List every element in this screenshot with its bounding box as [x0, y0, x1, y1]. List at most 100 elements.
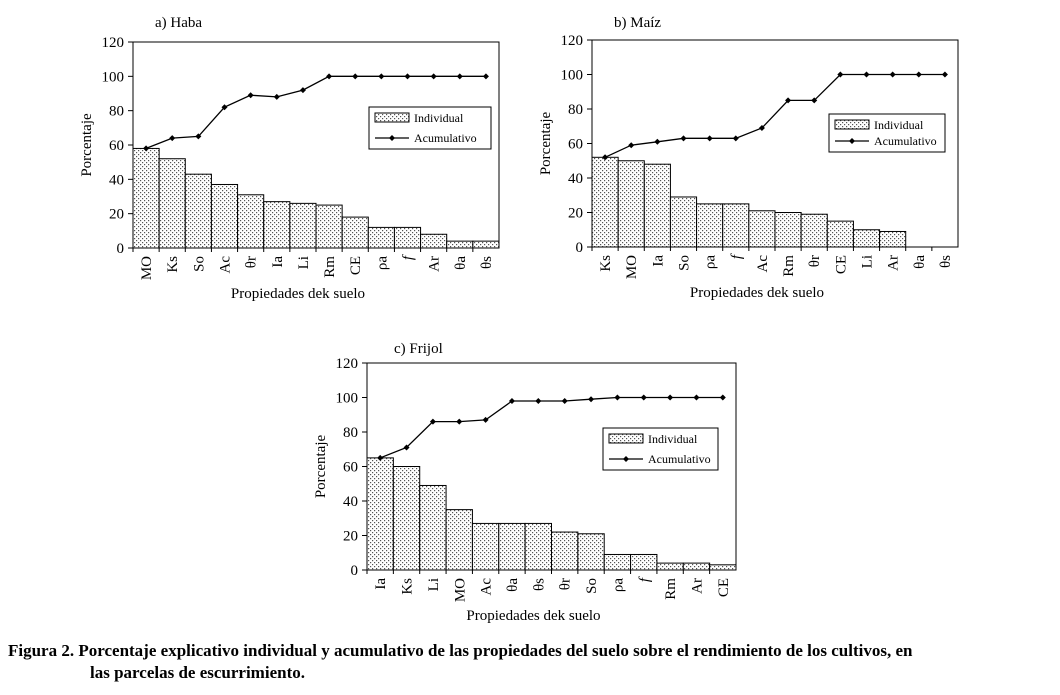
chart-2-cumulative-point-9 [811, 97, 818, 104]
chart-1-bar-11 [393, 226, 422, 249]
chart-3-x-label-5-ac: Ac [479, 578, 495, 596]
chart-3-y-axis-label: Porcentaje [313, 435, 329, 499]
chart-1-x-label-10-a: ρa [374, 256, 390, 270]
chart-3-x-label-4-mo: MO [452, 578, 468, 602]
chart-1-y-tick-label-100: 100 [102, 69, 125, 85]
chart-1-cumulative-line [145, 75, 486, 150]
chart-1-bar-14 [472, 240, 500, 249]
chart-1-cumulative-point-14 [482, 73, 489, 80]
chart-3-x-label-12-rm: Rm [663, 578, 679, 600]
chart-3-cumulative-point-2 [403, 444, 410, 451]
chart-3-x-axis-label: Propiedades dek suelo [466, 608, 600, 624]
chart-3-bar-13 [682, 562, 711, 571]
chart-1-legend-swatch-individual [374, 112, 410, 123]
chart-2-y-tick-label-100: 100 [561, 68, 584, 84]
chart-2-cumulative-point-7 [758, 124, 765, 131]
chart-3-cumulative-point-8 [561, 397, 568, 404]
caption-line-2: las parcelas de escurrimiento. [90, 663, 305, 682]
chart-1-x-label-6-ia: Ia [270, 256, 286, 268]
chart-2-x-label-1-ks: Ks [598, 255, 614, 272]
chart-2-bar-9 [800, 213, 828, 248]
chart-2-cumulative-point-4 [680, 135, 687, 142]
chart-1-bar-5 [237, 194, 265, 249]
chart-2-bar-10 [826, 220, 854, 248]
chart-3-title: c) Frijol [394, 341, 443, 357]
chart-2-legend-label-individual: Individual [874, 118, 924, 132]
chart-3-bar-10 [603, 553, 632, 571]
chart-3-bar-14 [709, 564, 737, 571]
chart-2-legend-swatch-individual [834, 119, 870, 130]
chart-3-cumulative-line [379, 396, 723, 459]
chart-3-y-tick-label-120: 120 [336, 356, 359, 372]
chart-3-bar-8 [551, 531, 579, 571]
chart-1-cumulative-point-11 [404, 73, 411, 80]
chart-1-x-label-11-f: f [401, 254, 417, 260]
chart-3-bar-12 [656, 562, 684, 571]
chart-1-legend-label-acumulativo: Acumulativo [414, 131, 477, 145]
chart-3-x-label-13-ar: Ar [689, 578, 705, 594]
chart-2-cumulative-point-8 [785, 97, 792, 104]
chart-3-y-tick-label-40: 40 [343, 494, 358, 510]
chart-3-bar-3 [419, 484, 447, 571]
chart-2-bar-4 [669, 196, 698, 248]
chart-1-x-label-5-r: θr [244, 256, 260, 268]
chart-2-y-tick-label-20: 20 [568, 206, 583, 222]
chart-2-x-label-7-ac: Ac [755, 255, 771, 273]
chart-1-y-tick-label-20: 20 [109, 207, 124, 223]
chart-1-cumulative-point-3 [195, 133, 202, 140]
chart-3-bar-4 [445, 509, 473, 571]
chart-2-cumulative-point-11 [863, 71, 870, 78]
chart-1-bar-9 [341, 216, 369, 249]
chart-2-bar-12 [879, 230, 907, 248]
chart-2-y-tick-label-60: 60 [568, 137, 583, 153]
chart-3-cumulative-point-12 [667, 394, 674, 401]
chart-1-x-axis-label: Propiedades dek suelo [231, 286, 365, 302]
chart-1-legend-marker-acumulativo [389, 135, 395, 141]
chart-1-y-tick-label-60: 60 [109, 138, 124, 154]
chart-3-cumulative-point-1 [377, 454, 384, 461]
chart-3-cumulative-point-14 [719, 394, 726, 401]
chart-3-y-tick-label-60: 60 [343, 460, 358, 476]
chart-1-bar-2 [158, 158, 186, 249]
chart-2-bar-6 [722, 203, 750, 248]
chart-1-cumulative-point-9 [352, 73, 359, 80]
chart-3-bar-1 [366, 457, 394, 571]
chart-1-title: a) Haba [155, 15, 202, 31]
chart-1-bar-10 [367, 226, 395, 249]
chart-3-cumulative-point-10 [614, 394, 621, 401]
chart-3-x-label-1-ia: Ia [373, 578, 389, 590]
chart-1-x-label-1-mo: MO [139, 256, 155, 280]
chart-1-x-label-12-ar: Ar [427, 256, 443, 272]
chart-3-y-tick-label-100: 100 [336, 391, 359, 407]
chart-1-y-tick-label-80: 80 [109, 104, 124, 120]
chart-3-cumulative-point-9 [588, 396, 595, 403]
chart-1-bar-12 [420, 233, 448, 249]
chart-1-cumulative-point-13 [456, 73, 463, 80]
chart-3-cumulative-point-5 [482, 416, 489, 423]
chart-2-x-label-14-s: θs [938, 255, 954, 268]
chart-1-cumulative-point-1 [143, 145, 150, 152]
chart-1-bar-13 [446, 240, 474, 249]
chart-2-legend-marker-acumulativo [849, 138, 855, 144]
chart-3-bar-11 [630, 553, 658, 571]
chart-1-x-label-4-ac: Ac [218, 256, 234, 274]
chart-3-cumulative-point-6 [508, 397, 515, 404]
chart-2-x-label-6-f: f [729, 253, 745, 259]
chart-3-y-tick-label-0: 0 [351, 563, 359, 579]
chart-2-cumulative-point-13 [915, 71, 922, 78]
chart-3-bar-5 [471, 522, 500, 571]
chart-2-cumulative-point-6 [732, 135, 739, 142]
caption-line-1: Figura 2. Porcentaje explicativo individ… [8, 641, 913, 660]
figure-caption: Figura 2. Porcentaje explicativo individ… [8, 640, 1058, 684]
chart-1-cumulative-point-8 [326, 73, 333, 80]
chart-1-bar-4 [210, 183, 239, 249]
chart-2-group: b) Maíz 0 20 40 60 80 100 120 Porcentaje Ks MO Ia So… [538, 15, 959, 301]
chart-3-cumulative-point-3 [429, 418, 436, 425]
chart-3-bar-6 [498, 522, 526, 571]
chart-1-bar-6 [263, 201, 291, 249]
chart-1-x-label-3-so: So [191, 256, 207, 272]
chart-2-bar-2 [617, 160, 645, 248]
chart-3-y-tick-label-80: 80 [343, 425, 358, 441]
chart-3-x-label-3-li: Li [426, 578, 442, 591]
